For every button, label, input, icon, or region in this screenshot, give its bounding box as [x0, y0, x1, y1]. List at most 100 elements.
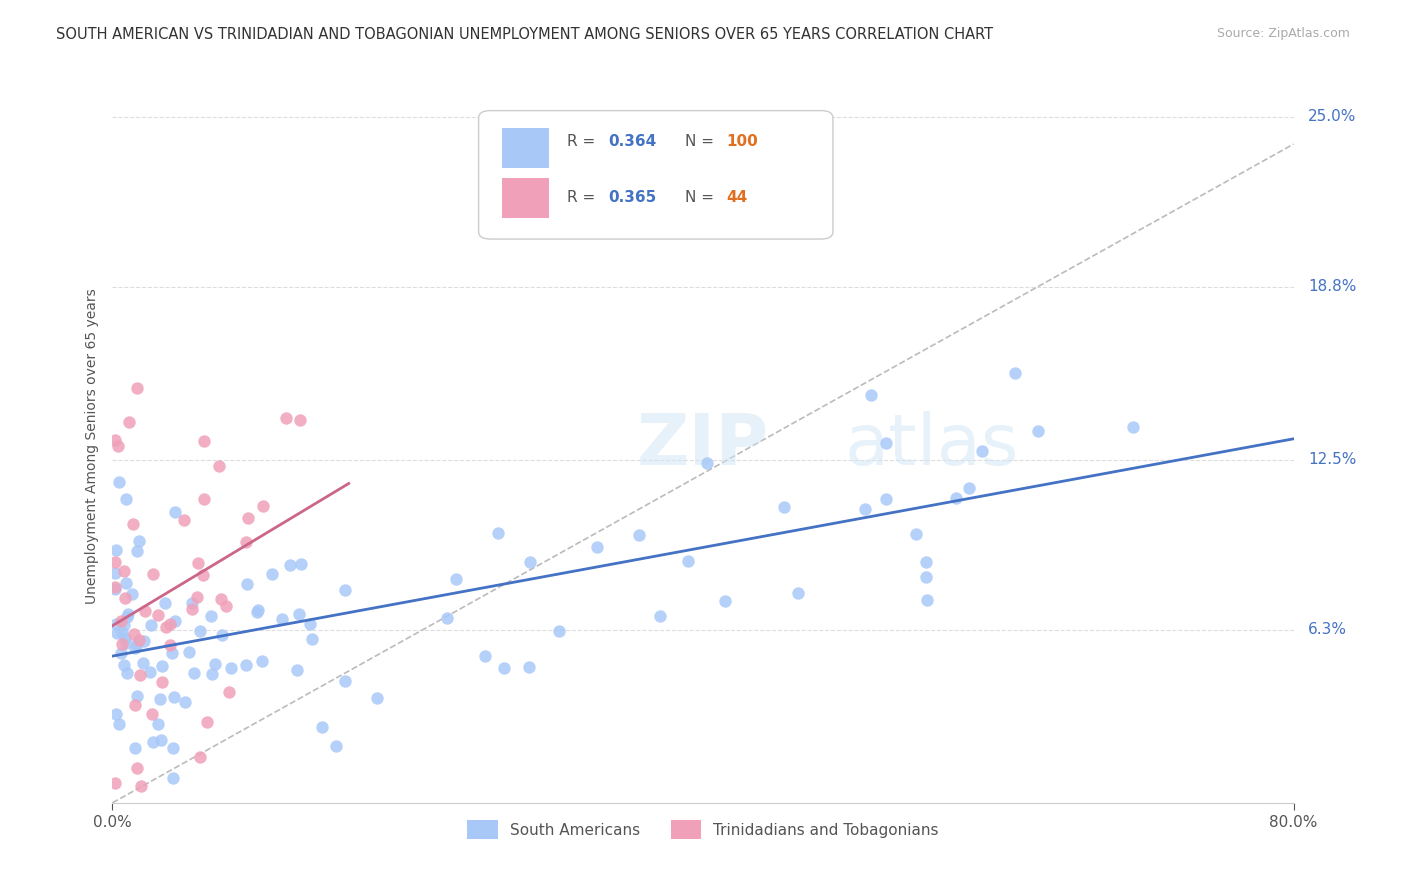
- Point: [278, 558, 301, 573]
- Point: [104, 433, 127, 447]
- Point: [325, 739, 347, 753]
- Point: [124, 741, 146, 756]
- Point: [118, 415, 141, 429]
- Point: [188, 750, 211, 764]
- Point: [104, 776, 127, 790]
- Point: [201, 667, 224, 681]
- Point: [193, 434, 215, 449]
- Point: [111, 636, 134, 650]
- Point: [125, 381, 148, 395]
- Point: [274, 410, 297, 425]
- Point: [209, 592, 232, 607]
- Point: [112, 564, 135, 578]
- Point: [311, 720, 333, 734]
- Point: [260, 566, 283, 581]
- Point: [290, 557, 312, 571]
- Point: [160, 646, 183, 660]
- Point: [162, 690, 184, 705]
- Point: [859, 388, 882, 402]
- Point: [155, 620, 177, 634]
- Point: [128, 633, 150, 648]
- Text: R =: R =: [567, 190, 600, 205]
- Text: R =: R =: [567, 134, 600, 149]
- Text: 44: 44: [727, 190, 748, 205]
- Point: [150, 659, 173, 673]
- Point: [181, 602, 204, 616]
- Point: [105, 542, 128, 557]
- Text: SOUTH AMERICAN VS TRINIDADIAN AND TOBAGONIAN UNEMPLOYMENT AMONG SENIORS OVER 65 : SOUTH AMERICAN VS TRINIDADIAN AND TOBAGO…: [56, 27, 994, 42]
- Point: [132, 633, 155, 648]
- Point: [159, 616, 181, 631]
- Point: [235, 534, 257, 549]
- Point: [104, 616, 127, 631]
- Point: [204, 657, 226, 671]
- Point: [436, 611, 458, 625]
- Point: [127, 761, 149, 775]
- Point: [335, 583, 357, 598]
- Point: [905, 527, 928, 541]
- Point: [163, 505, 186, 519]
- Legend: South Americans, Trinidadians and Tobagonians: South Americans, Trinidadians and Tobago…: [461, 814, 945, 845]
- Point: [299, 616, 322, 631]
- Point: [486, 526, 509, 541]
- Point: [127, 544, 149, 558]
- FancyBboxPatch shape: [478, 111, 832, 239]
- Text: 18.8%: 18.8%: [1308, 279, 1357, 294]
- Point: [188, 624, 211, 638]
- Y-axis label: Unemployment Among Seniors over 65 years: Unemployment Among Seniors over 65 years: [84, 288, 98, 604]
- Point: [122, 517, 145, 532]
- Point: [132, 656, 155, 670]
- Text: N =: N =: [685, 134, 718, 149]
- Point: [134, 604, 156, 618]
- Point: [180, 596, 202, 610]
- Point: [474, 649, 496, 664]
- Point: [186, 590, 208, 604]
- Point: [117, 607, 139, 621]
- Point: [714, 594, 737, 608]
- Point: [146, 608, 169, 623]
- FancyBboxPatch shape: [502, 128, 550, 168]
- Point: [173, 695, 195, 709]
- Point: [252, 499, 274, 513]
- Point: [236, 577, 259, 591]
- Point: [107, 716, 129, 731]
- Point: [104, 707, 127, 722]
- Point: [853, 501, 876, 516]
- Point: [1122, 420, 1144, 434]
- Point: [246, 605, 269, 619]
- Point: [122, 627, 145, 641]
- Point: [517, 659, 540, 673]
- Point: [236, 511, 259, 525]
- Point: [114, 631, 136, 645]
- Point: [945, 491, 967, 505]
- Point: [121, 587, 143, 601]
- Text: 0.364: 0.364: [609, 134, 657, 149]
- Point: [105, 626, 128, 640]
- Point: [162, 741, 184, 756]
- Point: [444, 572, 467, 586]
- Point: [301, 632, 323, 646]
- Point: [218, 684, 240, 698]
- Point: [110, 614, 132, 628]
- Point: [183, 665, 205, 680]
- Point: [115, 610, 138, 624]
- Point: [915, 555, 938, 569]
- Point: [650, 609, 672, 624]
- Point: [585, 541, 607, 555]
- Point: [492, 661, 515, 675]
- Point: [107, 439, 129, 453]
- Point: [115, 492, 138, 507]
- Text: 25.0%: 25.0%: [1308, 109, 1357, 124]
- Point: [114, 636, 136, 650]
- Point: [270, 612, 292, 626]
- Point: [142, 566, 165, 581]
- Point: [177, 645, 200, 659]
- Point: [128, 668, 150, 682]
- Text: ZIP: ZIP: [637, 411, 769, 481]
- Point: [112, 658, 135, 673]
- Point: [125, 637, 148, 651]
- Point: [1004, 366, 1026, 380]
- Point: [139, 665, 162, 680]
- Text: atlas: atlas: [845, 411, 1019, 481]
- Text: 100: 100: [727, 134, 758, 149]
